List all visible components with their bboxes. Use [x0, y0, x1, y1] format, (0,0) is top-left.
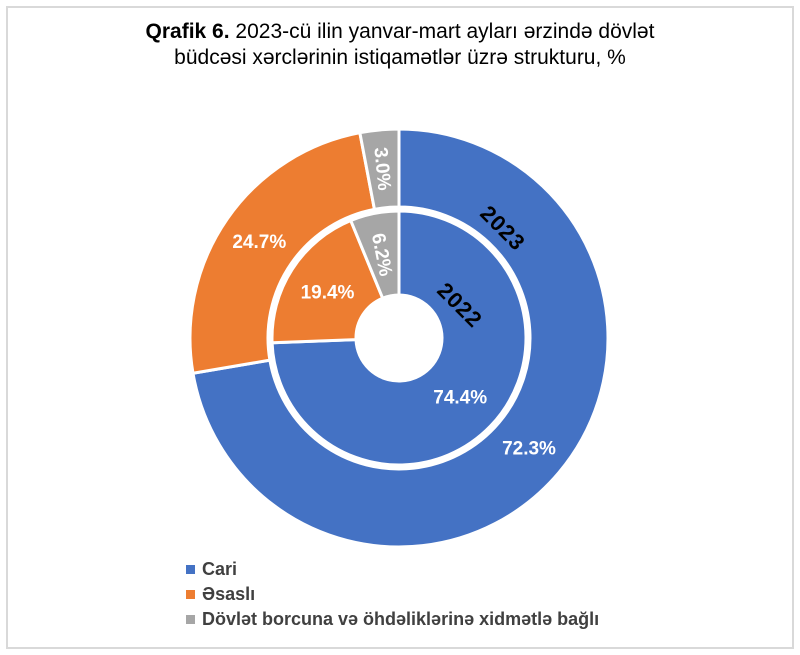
slice-2022-0	[270, 209, 528, 467]
legend-label-dovlet-borcu: Dövlət borcuna və öhdəliklərinə xidmətlə…	[202, 609, 600, 629]
legend-item-cari: Cari	[186, 557, 599, 582]
chart-title-prefix: Qrafik 6.	[145, 20, 230, 43]
ring-2023: 72.3%24.7%3.0%2023	[188, 127, 610, 549]
legend-swatch-cari	[186, 565, 195, 574]
ring-2022: 74.4%19.4%6.2%2022	[270, 209, 528, 467]
legend: Cari Əsaslı Dövlət borcuna və öhdəliklər…	[186, 557, 599, 632]
legend-label-cari: Cari	[202, 559, 238, 579]
slice-2022-2	[348, 209, 401, 301]
value-label-2022-0: 74.4%	[433, 388, 487, 409]
value-label-2023-1: 24.7%	[232, 232, 286, 253]
legend-swatch-dovlet-borcu	[186, 615, 195, 624]
legend-label-esasli: Əsaslı	[202, 584, 256, 604]
value-label-2023-2: 3.0%	[369, 146, 394, 191]
chart-title: Qrafik 6. 2023-cü ilin yanvar-mart aylar…	[0, 19, 800, 71]
legend-swatch-esasli	[186, 590, 195, 599]
legend-item-dovlet-borcu: Dövlət borcuna və öhdəliklərinə xidmətlə…	[186, 607, 599, 632]
slice-2023-0	[191, 127, 610, 549]
value-label-2022-1: 19.4%	[301, 283, 355, 304]
slice-2023-2	[358, 127, 401, 212]
chart-title-line1: Qrafik 6. 2023-cü ilin yanvar-mart aylar…	[0, 19, 800, 45]
slice-2022-1	[270, 218, 385, 345]
value-label-2023-0: 72.3%	[502, 438, 556, 459]
chart-title-line2: büdcəsi xərclərinin istiqamətlər üzrə st…	[174, 46, 626, 69]
legend-item-esasli: Əsaslı	[186, 582, 599, 607]
chart-title-line1-text: 2023-cü ilin yanvar-mart ayları ərzində …	[229, 20, 655, 43]
slice-2023-1	[188, 130, 377, 376]
